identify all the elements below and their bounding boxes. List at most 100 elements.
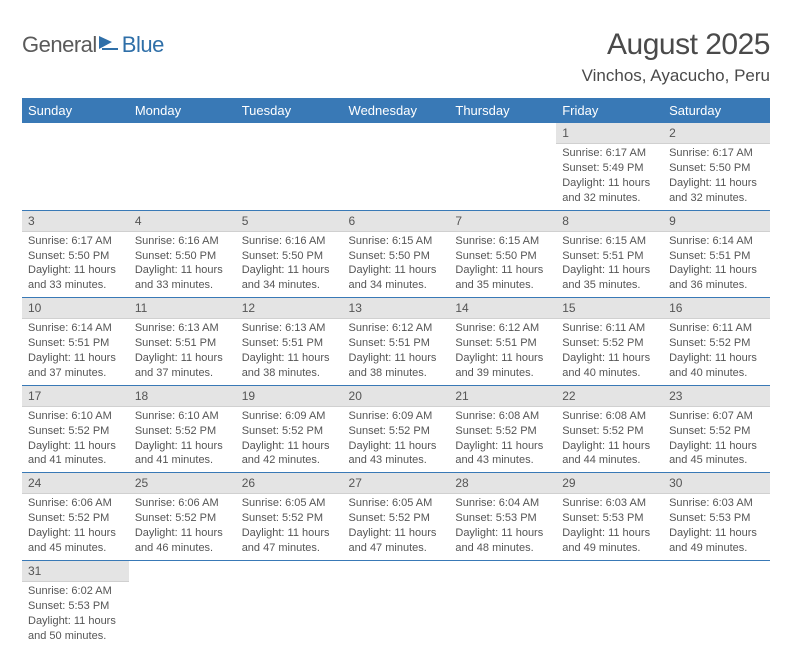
sunrise-line: Sunrise: 6:04 AM	[455, 496, 550, 511]
sunset-line: Sunset: 5:52 PM	[669, 336, 764, 351]
calendar-cell: 23Sunrise: 6:07 AMSunset: 5:52 PMDayligh…	[663, 385, 770, 473]
sunset-line: Sunset: 5:52 PM	[28, 424, 123, 439]
day-number: 8	[556, 211, 663, 232]
daylight-line: Daylight: 11 hours and 32 minutes.	[669, 176, 764, 206]
sunrise-line: Sunrise: 6:02 AM	[28, 584, 123, 599]
title-block: August 2025 Vinchos, Ayacucho, Peru	[582, 28, 770, 86]
day-content: Sunrise: 6:16 AMSunset: 5:50 PMDaylight:…	[129, 232, 236, 297]
day-content: Sunrise: 6:08 AMSunset: 5:52 PMDaylight:…	[556, 407, 663, 472]
sunset-line: Sunset: 5:52 PM	[242, 424, 337, 439]
calendar-cell: 22Sunrise: 6:08 AMSunset: 5:52 PMDayligh…	[556, 385, 663, 473]
daylight-line: Daylight: 11 hours and 48 minutes.	[455, 526, 550, 556]
day-content: Sunrise: 6:11 AMSunset: 5:52 PMDaylight:…	[663, 319, 770, 384]
calendar-body: 1Sunrise: 6:17 AMSunset: 5:49 PMDaylight…	[22, 123, 770, 647]
day-number: 4	[129, 211, 236, 232]
day-content: Sunrise: 6:15 AMSunset: 5:50 PMDaylight:…	[449, 232, 556, 297]
sunset-line: Sunset: 5:52 PM	[669, 424, 764, 439]
daylight-line: Daylight: 11 hours and 34 minutes.	[242, 263, 337, 293]
daylight-line: Daylight: 11 hours and 33 minutes.	[28, 263, 123, 293]
day-content: Sunrise: 6:02 AMSunset: 5:53 PMDaylight:…	[22, 582, 129, 647]
calendar-table: SundayMondayTuesdayWednesdayThursdayFrid…	[22, 98, 770, 647]
sunrise-line: Sunrise: 6:05 AM	[242, 496, 337, 511]
day-number: 13	[343, 298, 450, 319]
day-number: 12	[236, 298, 343, 319]
day-content: Sunrise: 6:09 AMSunset: 5:52 PMDaylight:…	[236, 407, 343, 472]
calendar-cell: 1Sunrise: 6:17 AMSunset: 5:49 PMDaylight…	[556, 123, 663, 210]
day-content: Sunrise: 6:10 AMSunset: 5:52 PMDaylight:…	[22, 407, 129, 472]
calendar-cell: 4Sunrise: 6:16 AMSunset: 5:50 PMDaylight…	[129, 210, 236, 298]
sunset-line: Sunset: 5:51 PM	[135, 336, 230, 351]
daylight-line: Daylight: 11 hours and 37 minutes.	[135, 351, 230, 381]
daylight-line: Daylight: 11 hours and 32 minutes.	[562, 176, 657, 206]
sunset-line: Sunset: 5:53 PM	[28, 599, 123, 614]
sunrise-line: Sunrise: 6:12 AM	[349, 321, 444, 336]
day-content: Sunrise: 6:13 AMSunset: 5:51 PMDaylight:…	[129, 319, 236, 384]
calendar-week: 31Sunrise: 6:02 AMSunset: 5:53 PMDayligh…	[22, 560, 770, 647]
sunset-line: Sunset: 5:53 PM	[455, 511, 550, 526]
day-number: 20	[343, 386, 450, 407]
day-header: Monday	[129, 98, 236, 123]
sunset-line: Sunset: 5:51 PM	[562, 249, 657, 264]
sunrise-line: Sunrise: 6:17 AM	[669, 146, 764, 161]
sunrise-line: Sunrise: 6:16 AM	[135, 234, 230, 249]
calendar-cell: 28Sunrise: 6:04 AMSunset: 5:53 PMDayligh…	[449, 473, 556, 561]
day-number: 17	[22, 386, 129, 407]
day-content: Sunrise: 6:17 AMSunset: 5:50 PMDaylight:…	[663, 144, 770, 209]
calendar-cell: 9Sunrise: 6:14 AMSunset: 5:51 PMDaylight…	[663, 210, 770, 298]
calendar-cell: 7Sunrise: 6:15 AMSunset: 5:50 PMDaylight…	[449, 210, 556, 298]
day-content: Sunrise: 6:17 AMSunset: 5:49 PMDaylight:…	[556, 144, 663, 209]
sunrise-line: Sunrise: 6:03 AM	[669, 496, 764, 511]
calendar-cell: 20Sunrise: 6:09 AMSunset: 5:52 PMDayligh…	[343, 385, 450, 473]
day-header: Thursday	[449, 98, 556, 123]
day-content: Sunrise: 6:11 AMSunset: 5:52 PMDaylight:…	[556, 319, 663, 384]
calendar-week: 10Sunrise: 6:14 AMSunset: 5:51 PMDayligh…	[22, 298, 770, 386]
day-number: 26	[236, 473, 343, 494]
day-number: 15	[556, 298, 663, 319]
day-content: Sunrise: 6:17 AMSunset: 5:50 PMDaylight:…	[22, 232, 129, 297]
day-number: 28	[449, 473, 556, 494]
calendar-cell: 8Sunrise: 6:15 AMSunset: 5:51 PMDaylight…	[556, 210, 663, 298]
daylight-line: Daylight: 11 hours and 45 minutes.	[669, 439, 764, 469]
daylight-line: Daylight: 11 hours and 37 minutes.	[28, 351, 123, 381]
daylight-line: Daylight: 11 hours and 49 minutes.	[562, 526, 657, 556]
day-content: Sunrise: 6:05 AMSunset: 5:52 PMDaylight:…	[343, 494, 450, 559]
day-header: Saturday	[663, 98, 770, 123]
sunrise-line: Sunrise: 6:12 AM	[455, 321, 550, 336]
sunset-line: Sunset: 5:51 PM	[349, 336, 444, 351]
calendar-cell: 27Sunrise: 6:05 AMSunset: 5:52 PMDayligh…	[343, 473, 450, 561]
day-number: 2	[663, 123, 770, 144]
calendar-cell	[449, 123, 556, 210]
daylight-line: Daylight: 11 hours and 45 minutes.	[28, 526, 123, 556]
daylight-line: Daylight: 11 hours and 50 minutes.	[28, 614, 123, 644]
sunrise-line: Sunrise: 6:17 AM	[562, 146, 657, 161]
sunrise-line: Sunrise: 6:16 AM	[242, 234, 337, 249]
day-header-row: SundayMondayTuesdayWednesdayThursdayFrid…	[22, 98, 770, 123]
day-number: 7	[449, 211, 556, 232]
daylight-line: Daylight: 11 hours and 39 minutes.	[455, 351, 550, 381]
sunset-line: Sunset: 5:52 PM	[135, 424, 230, 439]
sunset-line: Sunset: 5:52 PM	[242, 511, 337, 526]
calendar-cell: 2Sunrise: 6:17 AMSunset: 5:50 PMDaylight…	[663, 123, 770, 210]
logo-flag-icon	[98, 34, 120, 57]
daylight-line: Daylight: 11 hours and 33 minutes.	[135, 263, 230, 293]
calendar-cell: 21Sunrise: 6:08 AMSunset: 5:52 PMDayligh…	[449, 385, 556, 473]
calendar-cell	[129, 560, 236, 647]
day-number: 3	[22, 211, 129, 232]
calendar-cell: 17Sunrise: 6:10 AMSunset: 5:52 PMDayligh…	[22, 385, 129, 473]
sunset-line: Sunset: 5:51 PM	[669, 249, 764, 264]
day-content: Sunrise: 6:05 AMSunset: 5:52 PMDaylight:…	[236, 494, 343, 559]
sunrise-line: Sunrise: 6:08 AM	[562, 409, 657, 424]
sunset-line: Sunset: 5:50 PM	[669, 161, 764, 176]
calendar-cell	[556, 560, 663, 647]
calendar-cell	[663, 560, 770, 647]
day-number: 25	[129, 473, 236, 494]
calendar-cell	[22, 123, 129, 210]
day-content: Sunrise: 6:04 AMSunset: 5:53 PMDaylight:…	[449, 494, 556, 559]
calendar-cell	[343, 560, 450, 647]
calendar-week: 17Sunrise: 6:10 AMSunset: 5:52 PMDayligh…	[22, 385, 770, 473]
sunset-line: Sunset: 5:52 PM	[455, 424, 550, 439]
logo: General Blue	[22, 32, 164, 58]
daylight-line: Daylight: 11 hours and 44 minutes.	[562, 439, 657, 469]
sunset-line: Sunset: 5:53 PM	[669, 511, 764, 526]
sunrise-line: Sunrise: 6:09 AM	[242, 409, 337, 424]
